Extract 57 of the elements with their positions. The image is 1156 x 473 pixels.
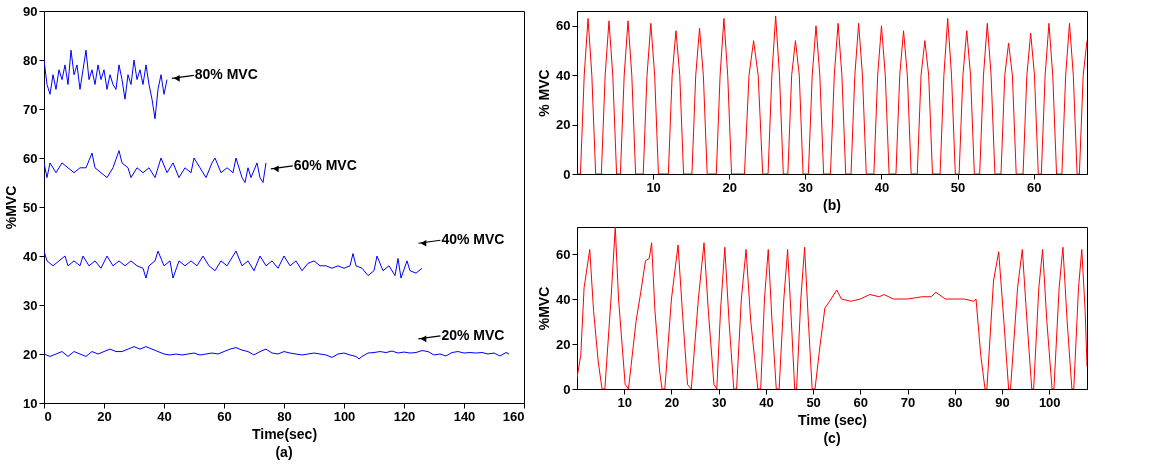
y-axis-title: %MVC — [3, 185, 20, 230]
x-tick-label: 140 — [453, 408, 476, 424]
x-tick-label: 20 — [722, 179, 737, 195]
x-tick-label: 60 — [853, 394, 869, 410]
x-tick-label: 80 — [277, 408, 292, 424]
y-tick-label: 60 — [556, 18, 571, 34]
text: 40% MVC — [441, 231, 505, 248]
y-tick-label: 40 — [23, 248, 38, 264]
x-tick-label: 30 — [711, 394, 727, 410]
line-series — [44, 346, 510, 360]
line-series — [44, 250, 423, 279]
series-label: 20% MVC — [441, 326, 505, 343]
y-tick-label: 40 — [556, 291, 571, 307]
x-tick-label: 90 — [995, 394, 1010, 410]
x-tick-label: 100 — [333, 408, 356, 424]
x-tick-label: 50 — [950, 179, 966, 195]
series-label: 80% MVC — [194, 66, 258, 83]
y-tick-label: 60 — [556, 246, 571, 262]
y-axis-title: % MVC — [536, 69, 553, 117]
x-tick-label: 30 — [798, 179, 814, 195]
x-tick-label: 60 — [217, 408, 232, 424]
y-tick-label: 70 — [23, 101, 38, 117]
x-tick-label: 70 — [900, 394, 916, 410]
y-tick-label: 60 — [23, 150, 38, 166]
y-tick-label: 50 — [23, 199, 38, 215]
line-series — [44, 150, 267, 183]
y-tick-label: 80 — [23, 52, 38, 68]
y-tick-label: 20 — [556, 336, 571, 352]
x-tick-label: 120 — [393, 408, 416, 424]
x-tick-label: 20 — [97, 408, 112, 424]
x-tick-label: 50 — [806, 394, 821, 410]
x-tick-label: 40 — [157, 408, 172, 424]
y-tick-label: 90 — [23, 3, 38, 19]
y-tick-label: 30 — [23, 297, 38, 313]
x-axis-title: Time (sec) — [798, 411, 867, 428]
x-tick-label: 10 — [617, 394, 632, 410]
x-tick-label: 0 — [44, 408, 52, 424]
x-tick-label: 80 — [948, 394, 963, 410]
x-tick-label: 20 — [664, 394, 680, 410]
y-tick-label: 20 — [23, 346, 38, 362]
x-tick-label: 60 — [1026, 179, 1042, 195]
series-label: 60% MVC — [293, 156, 357, 173]
y-tick-label: 20 — [556, 117, 571, 133]
x-axis-title: Time(sec) — [251, 425, 318, 442]
text: (b) — [823, 197, 841, 213]
text: (c) — [823, 430, 841, 446]
y-tick-label: 0 — [563, 166, 571, 182]
x-tick-label: 10 — [646, 179, 661, 195]
x-tick-label: 40 — [874, 179, 890, 195]
x-tick-label: 40 — [759, 394, 774, 410]
x-tick-label: 160 — [502, 408, 525, 424]
y-axis-title: %MVC — [536, 286, 553, 331]
y-tick-label: 0 — [563, 381, 571, 397]
x-tick-label: 100 — [1038, 394, 1061, 410]
y-tick-label: 40 — [556, 67, 571, 83]
line-series — [44, 49, 168, 120]
text: (a) — [275, 444, 293, 460]
